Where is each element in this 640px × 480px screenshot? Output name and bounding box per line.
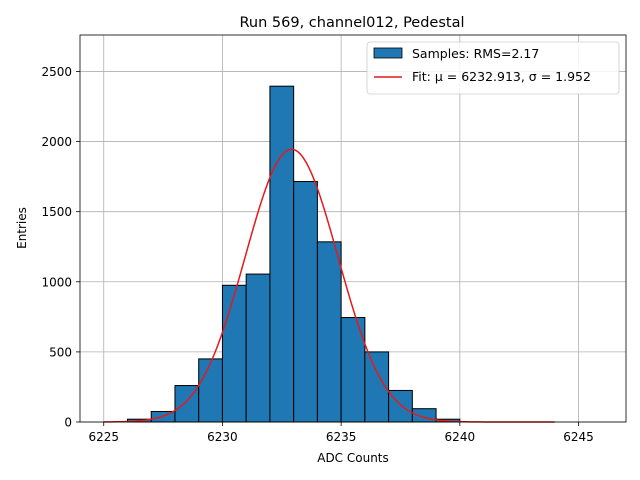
chart-title: Run 569, channel012, Pedestal <box>239 15 464 31</box>
histogram-bar <box>221 284 247 423</box>
histogram-bar <box>245 273 271 423</box>
plot-frame <box>79 34 627 423</box>
x-axis-ticks: 6225 6230 6235 6240 6245 <box>88 422 594 444</box>
legend-bar-swatch <box>373 47 403 59</box>
histogram-bar <box>293 181 318 423</box>
legend-hist-label: Samples: RMS=2.17 <box>412 46 539 61</box>
legend-fit-label: Fit: μ = 6232.913, σ = 1.952 <box>412 69 591 84</box>
y-tick-label: 1500 <box>41 205 72 219</box>
histogram-bar <box>316 241 342 423</box>
legend: Samples: RMS=2.17 Fit: μ = 6232.913, σ =… <box>366 41 620 95</box>
legend-box <box>366 41 620 95</box>
x-tick-label: 6235 <box>326 430 357 444</box>
y-tick-label: 0 <box>64 416 72 430</box>
x-axis-label: ADC Counts <box>317 451 389 465</box>
x-tick-label: 6225 <box>88 430 119 444</box>
histogram-bar <box>269 85 295 423</box>
x-tick-label: 6245 <box>563 430 594 444</box>
y-tick-label: 2000 <box>41 135 72 149</box>
x-tick-label: 6240 <box>445 430 476 444</box>
y-tick-label: 500 <box>49 345 72 359</box>
y-axis-ticks: 0 500 1000 1500 2000 2500 <box>41 65 80 430</box>
histogram-bar <box>198 358 223 423</box>
y-axis-label: Entries <box>15 207 29 249</box>
y-tick-label: 2500 <box>41 65 72 79</box>
x-tick-label: 6230 <box>207 430 238 444</box>
y-tick-label: 1000 <box>41 275 72 289</box>
histogram-bars <box>126 85 461 423</box>
